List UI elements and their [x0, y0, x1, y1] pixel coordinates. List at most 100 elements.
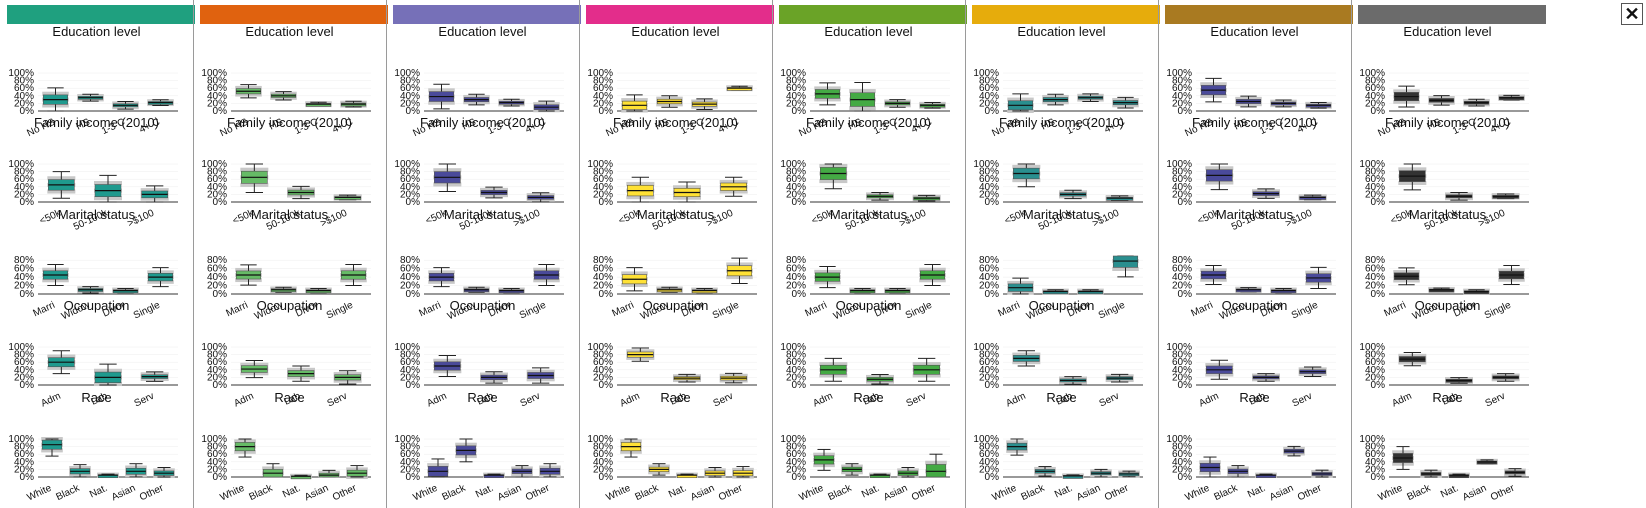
panel-title: Race	[467, 390, 498, 405]
y-tick-label: 60%	[1365, 83, 1385, 94]
column-header-bar[interactable]	[200, 5, 388, 24]
y-tick-label: 20%	[1365, 98, 1385, 109]
y-tick-label: 100%	[394, 342, 420, 353]
y-tick-label: 100%	[1166, 159, 1192, 170]
boxplot-panel: 100%80%60%40%20%0%White Black Nat. Asian Oth…	[1359, 434, 1529, 504]
column-divider	[1158, 0, 1159, 508]
y-tick-label: 80%	[593, 255, 613, 266]
column-divider	[965, 0, 966, 508]
y-tick-label: 80%	[593, 76, 613, 87]
column-7: Education level 100% 80% 60% 40% 20% 0% No HS HS…	[1158, 0, 1353, 508]
y-tick-label: 60%	[14, 449, 34, 460]
category-label: Black	[440, 482, 468, 503]
y-tick-label: 60%	[979, 83, 999, 94]
box	[884, 289, 911, 294]
y-tick-label: 0%	[406, 106, 421, 117]
column-header-bar[interactable]	[7, 5, 195, 24]
y-tick-label: 20%	[1172, 372, 1192, 383]
category-label: Other	[138, 482, 166, 503]
y-tick-label: 40%	[1365, 457, 1385, 468]
y-tick-label: 20%	[979, 98, 999, 109]
y-tick-label: 20%	[1365, 372, 1385, 383]
y-tick-label: 60%	[786, 264, 806, 275]
category-label: Other	[331, 482, 359, 503]
y-tick-label: 40%	[593, 365, 613, 376]
y-tick-label: 0%	[1371, 106, 1386, 117]
y-tick-label: 20%	[14, 98, 34, 109]
y-tick-label: 80%	[786, 350, 806, 361]
column-1: Education level 100% 80% 60% 40% 20% 0% No HS HS…	[0, 0, 195, 508]
y-tick-label: 80%	[1172, 167, 1192, 178]
y-tick-label: 40%	[979, 182, 999, 193]
category-label: Other	[524, 482, 552, 503]
y-tick-label: 20%	[593, 98, 613, 109]
box	[1428, 288, 1455, 293]
y-tick-label: 80%	[400, 76, 420, 87]
y-tick-label: 0%	[20, 289, 35, 300]
boxplot-panel: 100%80%60%40%20%0%White Black Nat. Asian Oth…	[394, 434, 564, 504]
y-tick-label: 100%	[394, 434, 420, 445]
y-tick-label: 0%	[1178, 472, 1193, 483]
category-label: Nat.	[1053, 483, 1074, 501]
y-tick-label: 40%	[1172, 365, 1192, 376]
y-tick-label: 60%	[979, 357, 999, 368]
box	[1042, 290, 1069, 295]
y-tick-label: 80%	[14, 442, 34, 453]
y-tick-label: 100%	[8, 159, 34, 170]
y-tick-label: 60%	[593, 449, 613, 460]
y-tick-label: 20%	[400, 98, 420, 109]
y-tick-label: 40%	[786, 182, 806, 193]
y-tick-label: 0%	[792, 380, 807, 391]
y-tick-label: 40%	[400, 272, 420, 283]
y-tick-label: 60%	[1172, 449, 1192, 460]
y-tick-label: 20%	[1172, 281, 1192, 292]
y-tick-label: 100%	[394, 68, 420, 79]
column-header-bar[interactable]	[586, 5, 774, 24]
boxplot-panel: 100%80%60%40%20%0%<50k 50-100k >$100	[587, 159, 757, 233]
category-label: Nat.	[281, 483, 302, 501]
category-label: White	[797, 483, 825, 504]
y-tick-label: 80%	[400, 167, 420, 178]
y-tick-label: 0%	[985, 106, 1000, 117]
y-tick-label: 60%	[400, 264, 420, 275]
close-button[interactable]: ✕	[1621, 3, 1643, 25]
y-tick-label: 40%	[400, 91, 420, 102]
column-header-bar[interactable]	[779, 5, 967, 24]
y-tick-label: 40%	[1365, 365, 1385, 376]
boxplot-panel: 100%80%60%40%20%0%Adm Lab Serv	[201, 342, 371, 409]
boxplot-panel: 100%80%60%40%20%0%<50k 50-100k >$100	[8, 159, 178, 233]
panel-title: Race	[853, 390, 884, 405]
column-header-bar[interactable]	[972, 5, 1160, 24]
column-header-bar[interactable]	[1165, 5, 1353, 24]
column-header-bar[interactable]	[393, 5, 581, 24]
panel-title: Marital status	[829, 207, 908, 222]
box	[1077, 290, 1104, 295]
column-header-bar[interactable]	[1358, 5, 1546, 24]
y-tick-label: 40%	[1365, 182, 1385, 193]
category-label: White	[990, 483, 1018, 504]
y-tick-label: 20%	[400, 281, 420, 292]
y-tick-label: 40%	[14, 91, 34, 102]
category-label: Asian	[882, 483, 909, 504]
boxplot-panel: 100%80%60%40%20%0%Adm Lab Serv	[973, 342, 1143, 409]
panel-title: Race	[81, 390, 112, 405]
panel-title: Occupation	[642, 298, 709, 313]
y-tick-label: 20%	[14, 189, 34, 200]
y-tick-label: 0%	[792, 472, 807, 483]
y-tick-label: 100%	[201, 159, 227, 170]
panel-title: Race	[1239, 390, 1270, 405]
y-tick-label: 60%	[786, 357, 806, 368]
y-tick-label: 60%	[1172, 174, 1192, 185]
y-tick-label: 0%	[1178, 380, 1193, 391]
y-tick-label: 80%	[207, 167, 227, 178]
category-label: HS	[268, 117, 286, 133]
y-tick-label: 60%	[1172, 83, 1192, 94]
boxplot-panel: 100%80%60%40%20%0%No HS HS 1-3 C 4+ C	[1359, 68, 1529, 139]
panel-title: Occupation	[63, 298, 130, 313]
y-tick-label: 80%	[593, 350, 613, 361]
y-tick-label: 0%	[985, 472, 1000, 483]
panel-title: Marital status	[443, 207, 522, 222]
panel-title: Education level	[824, 24, 913, 39]
y-tick-label: 80%	[207, 255, 227, 266]
y-tick-label: 40%	[207, 91, 227, 102]
